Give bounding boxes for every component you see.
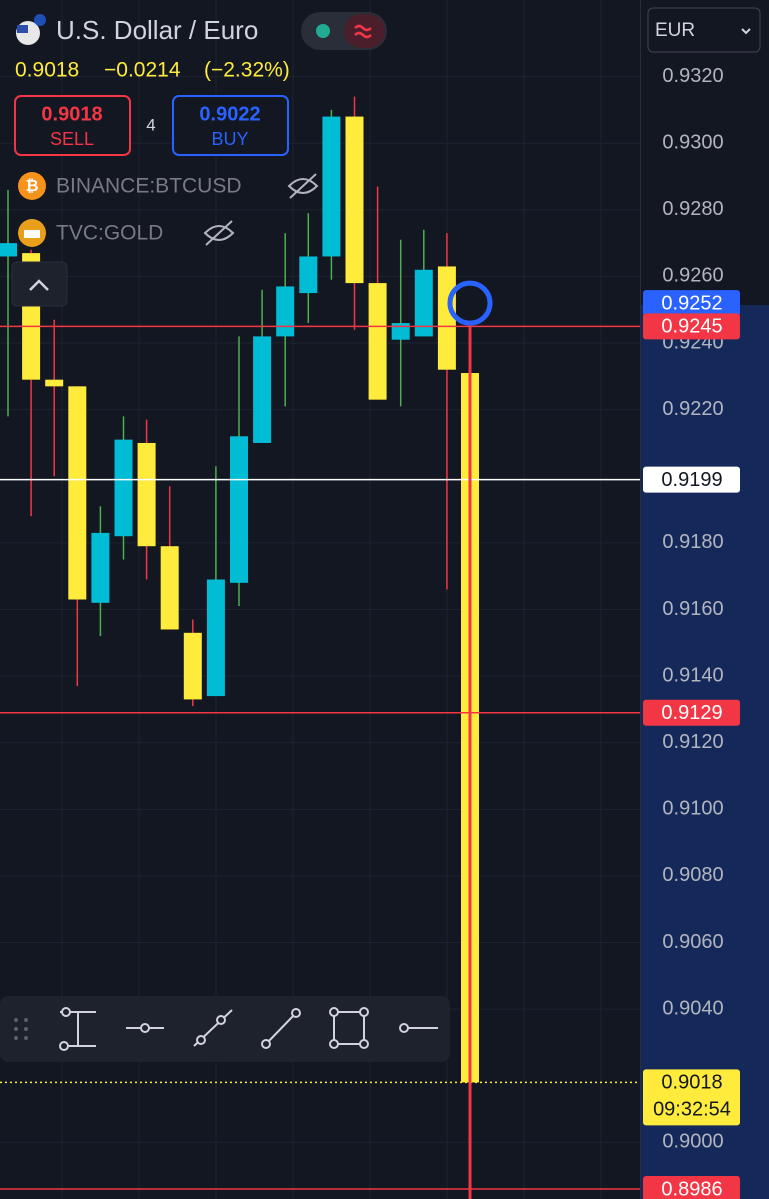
delay-chip: [344, 14, 385, 48]
candle-body: [68, 386, 87, 600]
candle-body: [391, 323, 410, 340]
candle-body: [368, 283, 387, 400]
axis-highlight: [641, 305, 769, 1199]
tool-horizontal-ray[interactable]: [126, 1023, 164, 1033]
price-tag: [643, 290, 740, 317]
candle-body: [322, 116, 341, 257]
y-tick-label: 0.9000: [662, 1131, 723, 1153]
sell-button[interactable]: [14, 95, 131, 156]
price-tag-label: 0.9252: [661, 292, 722, 314]
price-marker: [447, 280, 493, 326]
buy-label: BUY: [211, 129, 248, 149]
candle-body: [276, 286, 295, 337]
candle-body: [45, 379, 64, 387]
btc-icon: [18, 172, 46, 200]
price-tag-label: 0.9245: [661, 316, 722, 338]
y-tick-label: 0.9060: [662, 931, 723, 953]
price-tag: [643, 313, 740, 340]
tool-trend-line[interactable]: [261, 1008, 301, 1049]
candle-body: [345, 116, 364, 284]
candle-body: [437, 266, 456, 370]
hide-toggle[interactable]: [203, 220, 235, 246]
y-tick-label: 0.9160: [662, 598, 723, 620]
btc-glyph: ₿: [25, 177, 38, 195]
candle-body: [137, 442, 156, 547]
collapse-button[interactable]: [11, 261, 68, 307]
candle-body: [160, 546, 179, 630]
drawing-toolbar: [0, 996, 450, 1062]
delay-icon: [354, 24, 372, 39]
y-tick-label: 0.9040: [662, 997, 723, 1019]
symbol-title: U.S. Dollar / Euro: [56, 15, 258, 45]
sell-price: 0.9018: [41, 103, 102, 125]
price-tag-label: 0.9018: [661, 1072, 722, 1094]
y-tick-label: 0.9100: [662, 798, 723, 820]
currency-select[interactable]: [647, 7, 761, 53]
candle-body: [299, 256, 318, 294]
candle-body: [183, 632, 202, 700]
tool-extended-line[interactable]: [193, 1009, 233, 1047]
tool-price-range[interactable]: [59, 1007, 96, 1051]
header: U.S. Dollar / Euro 0.9018 −0.0214 (−2.32…: [11, 7, 761, 307]
price-tag: [643, 699, 740, 726]
eu-badge: [34, 14, 46, 26]
candle-body: [0, 243, 17, 257]
drag-handle: [14, 1018, 28, 1040]
candle-body: [414, 269, 433, 337]
price-tag-label: 0.8986: [661, 1178, 722, 1199]
y-tick-label: 0.9120: [662, 731, 723, 753]
collapse-icon: [29, 279, 49, 291]
y-tick-label: 0.9080: [662, 864, 723, 886]
candle-body: [114, 439, 133, 537]
countdown-label: 09:32:54: [653, 1099, 731, 1121]
price-tag: [643, 1176, 740, 1199]
tool-rectangle[interactable]: [329, 1007, 369, 1049]
hide-toggle[interactable]: [287, 173, 319, 199]
candle-body: [91, 532, 110, 603]
y-tick-label: 0.9140: [662, 664, 723, 686]
indicator-label: BINANCE:BTCUSD: [56, 175, 242, 198]
indicator-label: TVC:GOLD: [56, 222, 163, 245]
y-tick-label: 0.9300: [662, 131, 723, 153]
flag-canton: [17, 25, 28, 33]
buy-price: 0.9022: [199, 103, 260, 125]
candle-body: [206, 579, 225, 697]
price-change-pct: (−2.32%): [204, 59, 290, 82]
candle-body: [230, 436, 248, 583]
y-tick-label: 0.9180: [662, 531, 723, 553]
toolbar-panel: [0, 996, 450, 1062]
dropdown-icon: [741, 28, 751, 35]
tool-horizontal-line[interactable]: [399, 1023, 438, 1033]
price-tag-label: 0.9129: [661, 702, 722, 724]
y-tick-label: 0.9220: [662, 398, 723, 420]
sell-label: SELL: [50, 129, 94, 149]
price-change: −0.0214: [104, 59, 181, 82]
y-tick-label: 0.9260: [662, 265, 723, 287]
currency-label: EUR: [655, 20, 695, 41]
price-tag: [643, 466, 740, 493]
last-price: 0.9018: [15, 59, 79, 82]
price-tag-label: 0.9199: [661, 469, 722, 491]
y-tick-label: 0.9320: [662, 65, 723, 87]
candle-body: [253, 336, 272, 443]
buy-button[interactable]: [172, 95, 289, 156]
price-tag: [643, 1069, 740, 1126]
gold-glyph: [24, 230, 40, 238]
y-tick-label: 0.9280: [662, 198, 723, 220]
market-open-dot: [316, 24, 330, 38]
quantity: 4: [146, 115, 155, 134]
